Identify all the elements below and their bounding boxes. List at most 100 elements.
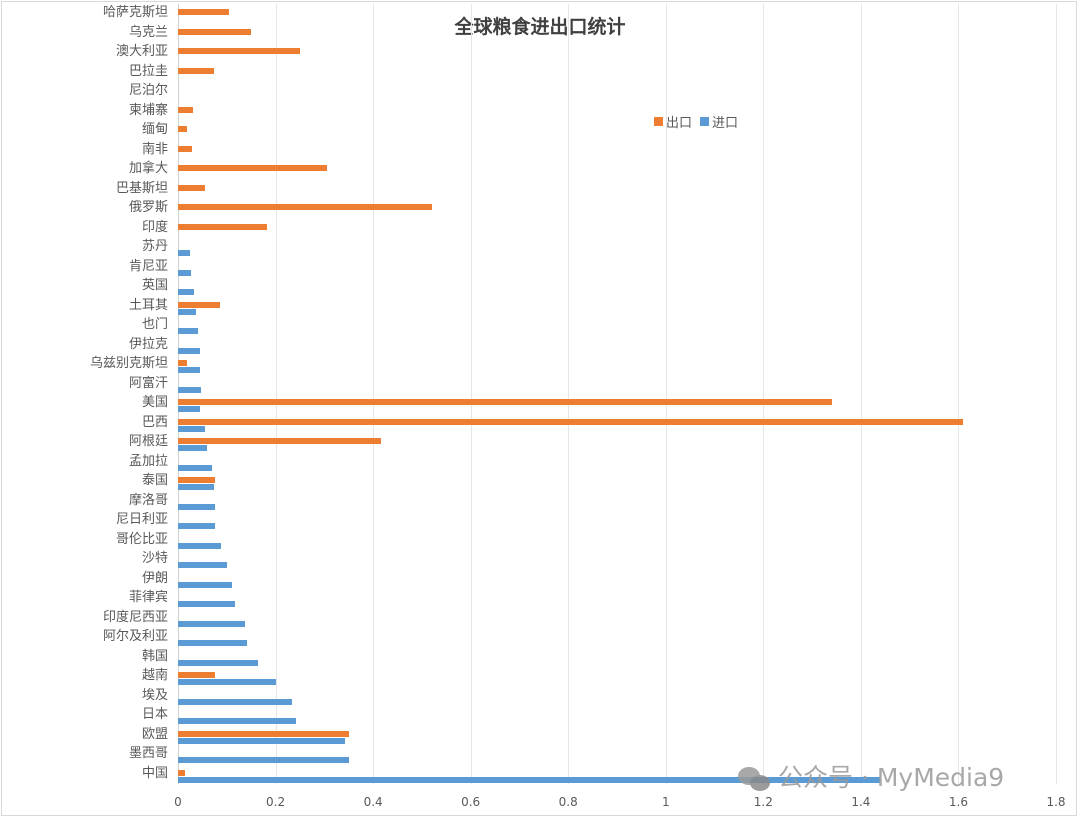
category-label: 缅甸 — [141, 122, 168, 137]
category-label: 也门 — [141, 317, 168, 332]
category-label: 尼日利亚 — [115, 512, 168, 527]
import-bar — [178, 542, 221, 549]
import-bar — [178, 308, 197, 315]
bar-row: 菲律宾 — [129, 589, 1056, 609]
bar-row: 加拿大 — [129, 160, 1056, 180]
bar-row: 尼泊尔 — [129, 82, 1056, 102]
bar-row: 孟加拉 — [129, 453, 1056, 473]
category-label: 巴西 — [141, 414, 168, 430]
bar-row: 美国 — [142, 394, 1056, 414]
category-label: 印度尼西亚 — [102, 609, 168, 625]
export-bar — [178, 165, 327, 171]
export-bar — [178, 204, 432, 210]
wechat-icon — [738, 767, 770, 791]
x-tick-label: 0 — [174, 795, 182, 809]
chart-title-text: 全球粮食进出口统计 — [454, 16, 626, 38]
export-bar — [178, 360, 187, 366]
x-tick-label: 0.2 — [266, 795, 286, 809]
import-bar — [178, 425, 206, 432]
x-tick-label: 0.6 — [461, 795, 481, 809]
plot-area: 哈萨克斯坦 乌克兰 澳大利亚 巴拉圭 尼泊尔 柬埔寨 缅甸 南非 加拿大 巴基斯坦 俄罗斯 印度 苏丹肯… — [90, 4, 1057, 785]
category-label: 英国 — [141, 278, 168, 293]
bar-row: 欧盟 — [142, 726, 1056, 746]
export-swatch-icon — [654, 117, 663, 126]
import-bar — [178, 581, 233, 588]
import-bar — [178, 757, 349, 763]
category-label: 沙特 — [141, 551, 168, 566]
bar-row: 越南 — [142, 667, 1056, 687]
import-swatch-icon — [700, 117, 710, 126]
legend-import-label: 进口 — [712, 116, 739, 131]
import-bar — [178, 464, 213, 471]
import-bar — [178, 386, 201, 393]
import-bar — [178, 698, 293, 705]
bar-row: 日本 — [142, 706, 1056, 726]
export-bar — [178, 477, 216, 483]
bar-row: 巴拉圭 — [129, 63, 1056, 83]
category-label: 乌克兰 — [128, 24, 168, 40]
category-label: 尼泊尔 — [128, 83, 168, 98]
category-label: 越南 — [141, 668, 168, 683]
chart-title: 全球粮食进出口统计 — [0, 12, 1080, 39]
import-bar — [178, 659, 258, 666]
export-bar — [178, 48, 300, 54]
gridline — [958, 4, 960, 784]
category-label: 哈萨克斯坦 — [102, 5, 168, 20]
import-bar — [178, 406, 201, 412]
gridline — [373, 4, 375, 784]
bar-row: 埃及 — [142, 687, 1056, 707]
bar-row: 哥伦比亚 — [116, 531, 1056, 551]
export-bar — [178, 145, 193, 152]
bar-row: 苏丹 — [142, 238, 1056, 258]
import-bar — [178, 562, 227, 568]
bar-row: 尼日利亚 — [116, 511, 1056, 531]
gridline — [763, 4, 765, 784]
category-label: 墨西哥 — [128, 746, 168, 761]
export-bar — [178, 438, 381, 444]
bar-row: 乌克兰 — [129, 24, 1056, 44]
watermark-text: 公众号 · MyMedia9 — [778, 763, 1005, 792]
export-bar — [178, 184, 206, 191]
bar-row: 泰国 — [142, 472, 1056, 492]
import-bar — [178, 640, 247, 646]
bar-row: 乌兹别克斯坦 — [90, 355, 1056, 375]
import-bar — [178, 250, 191, 256]
export-bar — [178, 106, 193, 113]
import-bar — [178, 679, 277, 685]
x-tick-label: 0.8 — [558, 795, 578, 809]
bar-row: 澳大利亚 — [116, 43, 1056, 63]
gridline — [860, 4, 862, 784]
x-tick-label: 0.4 — [363, 795, 383, 809]
category-label: 加拿大 — [128, 161, 168, 176]
x-tick-label: 1 — [661, 795, 670, 809]
category-label: 柬埔寨 — [128, 102, 168, 118]
category-label: 美国 — [141, 395, 168, 410]
import-bar — [178, 289, 195, 295]
category-label: 阿根廷 — [128, 434, 168, 449]
bar-row: 中国 — [142, 765, 1056, 785]
x-tick-label: 1.8 — [1046, 795, 1066, 809]
export-bar — [178, 301, 220, 308]
import-bar — [178, 503, 216, 510]
import-bar — [178, 445, 208, 451]
import-bar — [178, 776, 881, 783]
category-label: 伊拉克 — [128, 336, 168, 352]
category-label: 乌兹别克斯坦 — [89, 356, 168, 371]
import-bar — [178, 601, 236, 607]
export-bar — [178, 769, 185, 776]
bar-row: 墨西哥 — [129, 745, 1056, 765]
import-bar — [178, 718, 297, 724]
bar-row: 阿根廷 — [129, 433, 1056, 453]
category-label: 欧盟 — [141, 726, 168, 742]
category-label: 韩国 — [141, 648, 168, 664]
bar-row: 巴基斯坦 — [116, 180, 1056, 200]
bar-row: 缅甸 — [142, 121, 1056, 141]
category-label: 菲律宾 — [128, 590, 168, 605]
bar-row: 巴西 — [142, 414, 1056, 434]
category-label: 摩洛哥 — [128, 492, 168, 508]
bar-row: 哈萨克斯坦 — [103, 4, 1056, 24]
bar-row: 伊拉克 — [129, 336, 1056, 356]
category-label: 哥伦比亚 — [115, 531, 168, 547]
x-tick-label: 1.4 — [851, 795, 871, 809]
